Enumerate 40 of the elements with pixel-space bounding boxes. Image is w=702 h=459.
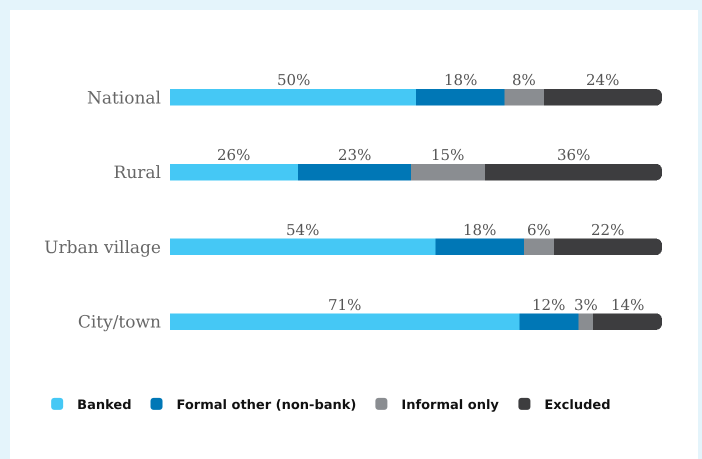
bar [170, 164, 298, 180]
bar [298, 164, 412, 180]
data-label: 24% [586, 71, 620, 89]
data-label: 18% [463, 221, 496, 239]
bar [519, 313, 578, 330]
bar [593, 313, 662, 330]
bar [484, 164, 662, 180]
bar [170, 313, 520, 330]
legend-label: Banked [77, 398, 132, 413]
data-label: 6% [527, 221, 551, 239]
bar [524, 238, 554, 256]
data-label: 36% [557, 146, 590, 164]
bar [554, 238, 662, 256]
y-tick-label: Rural [114, 163, 161, 184]
data-label: 50% [277, 71, 310, 89]
legend-label: Excluded [544, 398, 611, 413]
y-tick-label: National [86, 88, 161, 108]
data-label: 18% [444, 71, 478, 89]
bar [416, 89, 505, 106]
data-label: 23% [338, 146, 372, 164]
bar [170, 89, 416, 106]
legend-label: Informal only [401, 398, 500, 413]
bar [578, 313, 594, 330]
bar [504, 89, 544, 106]
data-label: 71% [328, 296, 362, 314]
bar [170, 238, 436, 256]
y-tick-label: City/town [78, 312, 162, 333]
data-label: 3% [574, 296, 598, 314]
data-label: 26% [217, 146, 250, 164]
y-tick-label: Urban village [44, 238, 161, 258]
bar [411, 164, 485, 180]
data-label: 54% [286, 221, 320, 239]
data-label: 14% [611, 296, 644, 314]
bar [436, 238, 524, 256]
data-label: 8% [512, 71, 536, 89]
data-label: 15% [431, 146, 464, 164]
data-label: 12% [532, 296, 566, 314]
legend-label: Formal other (non-bank) [176, 398, 356, 413]
bar [544, 89, 662, 106]
data-label: 22% [591, 221, 624, 239]
